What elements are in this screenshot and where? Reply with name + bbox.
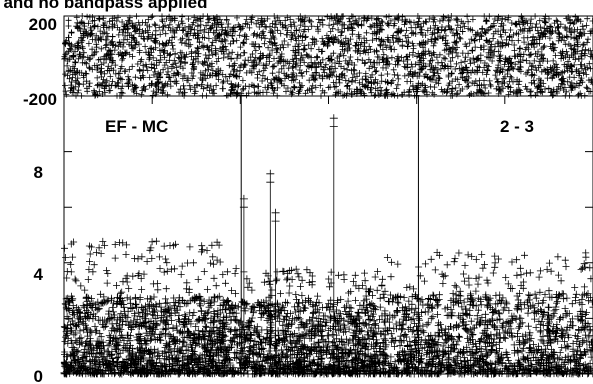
amplitude-ytick-4: 4	[34, 265, 44, 284]
chart-title: l and no bandpass applied	[0, 0, 207, 12]
baseline-label: EF - MC	[105, 117, 168, 136]
amplitude-points	[60, 114, 593, 378]
phase-points	[61, 13, 593, 99]
amplitude-ytick-0: 0	[34, 367, 43, 384]
amplitude-scatter	[60, 114, 593, 378]
amplitude-panel: 8 4 0 EF - MC 2 - 3	[34, 95, 593, 384]
amplitude-ytick-8: 8	[34, 163, 43, 182]
phase-panel: 200 -200	[23, 13, 593, 109]
correlation-label: 2 - 3	[500, 117, 534, 136]
phase-ytick-top: 200	[29, 15, 57, 34]
phase-ytick-bottom: -200	[23, 90, 57, 109]
phase-scatter	[61, 13, 593, 99]
